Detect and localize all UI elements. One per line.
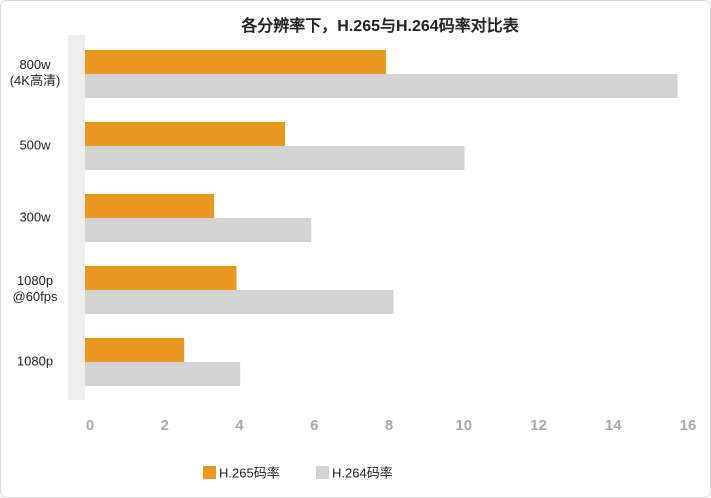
y-tick-label: 1080p [17,353,53,368]
legend-swatch [203,466,216,479]
bar [85,194,215,218]
bar [85,290,394,314]
bar [85,266,237,290]
x-tick-label: 8 [385,417,393,434]
bar [85,338,185,362]
x-tick-label: 4 [235,417,244,434]
legend-swatch [316,466,329,479]
x-tick-label: 12 [530,417,547,434]
x-tick-label: 0 [86,417,94,434]
x-tick-label: 14 [605,417,622,434]
x-tick-label: 16 [680,417,697,434]
y-tick-label: 500w [19,137,51,152]
x-tick-label: 10 [455,417,472,434]
bar [85,362,241,386]
x-tick-label: 2 [161,417,169,434]
bar [85,74,678,98]
y-tick-label: 800w (4K高清) [10,57,61,88]
bar [85,122,286,146]
y-tick-label: 300w [19,209,51,224]
legend-label: H.265码率 [219,465,280,480]
legend-label: H.264码率 [332,465,393,480]
chart-title: 各分辨率下，H.265与H.264码率对比表 [240,16,519,35]
bar [85,50,386,74]
x-tick-label: 6 [310,417,318,434]
bar [85,146,465,170]
axis-band [68,35,85,400]
y-tick-label: 1080p @60fps [13,273,58,304]
bar [85,218,312,242]
